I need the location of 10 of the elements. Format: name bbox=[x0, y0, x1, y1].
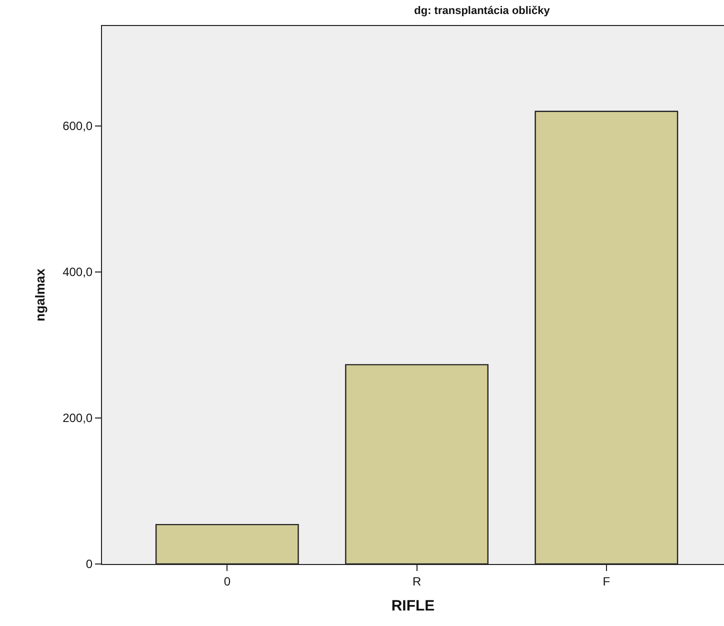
x-axis-title: RIFLE bbox=[391, 597, 435, 614]
chart-title: dg: transplantácia obličky bbox=[414, 4, 551, 17]
y-axis-title: ngalmax bbox=[32, 268, 48, 322]
y-tick-label: 600,0 bbox=[62, 119, 93, 134]
y-tick-label: 400,0 bbox=[62, 265, 93, 280]
y-tick-label: 0 bbox=[86, 557, 93, 572]
x-tick-label: R bbox=[412, 574, 422, 588]
y-tick-label: 200,0 bbox=[62, 411, 93, 426]
x-tick-label: F bbox=[602, 574, 610, 588]
x-tick-label: 0 bbox=[224, 574, 231, 588]
